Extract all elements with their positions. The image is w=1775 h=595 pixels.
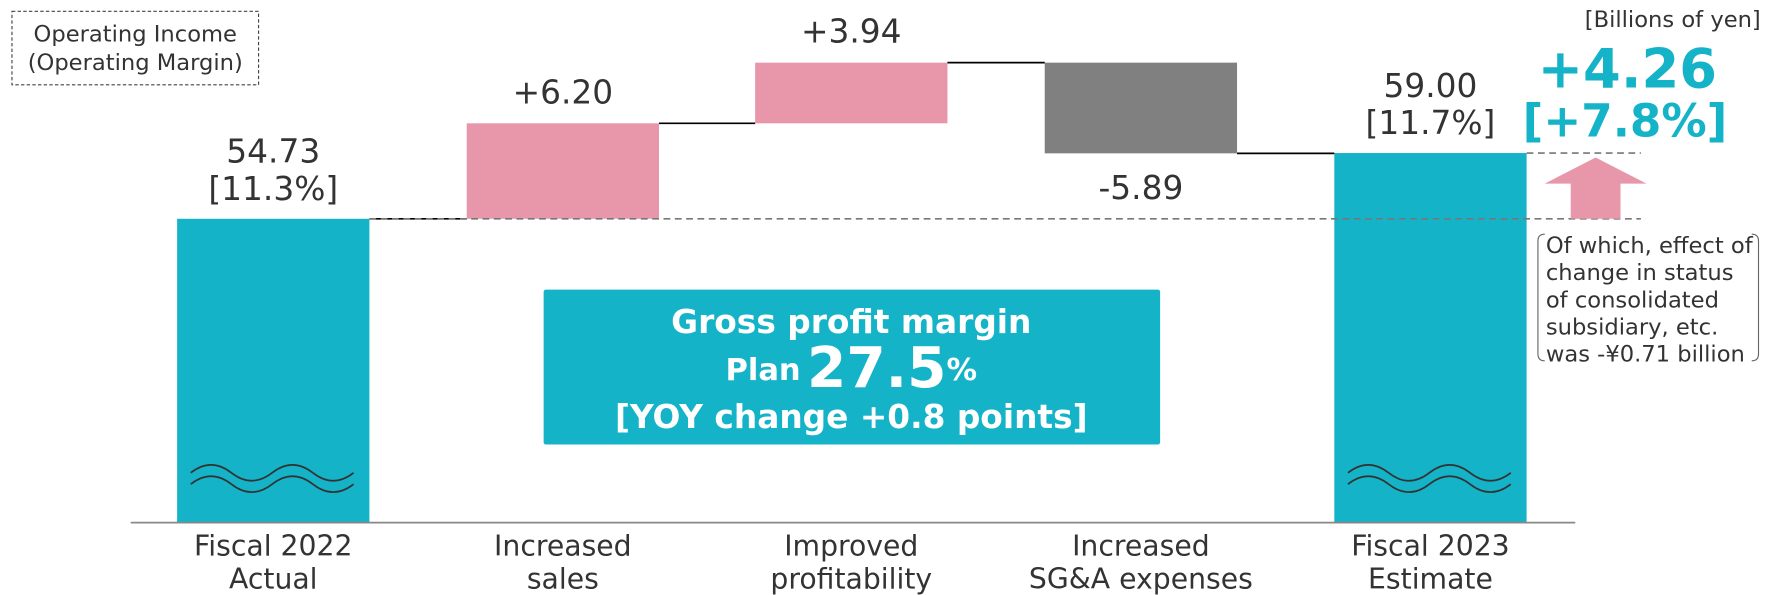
x-tick-label: Improved	[784, 529, 918, 562]
x-tick-label: sales	[527, 562, 599, 595]
change-bar	[466, 123, 660, 219]
axis-break	[1347, 464, 1512, 493]
highlight-plan: Plan	[725, 353, 800, 388]
note-line: Of which, effect of	[1546, 233, 1754, 259]
note-line: of consolidated	[1546, 287, 1719, 313]
highlight-unit: %	[947, 353, 978, 388]
legend-box	[11, 10, 260, 86]
change-percent: [+7.8%]	[1523, 94, 1728, 147]
x-tick-label: profitability	[770, 562, 932, 595]
legend-text: Operating Income	[34, 22, 237, 48]
margin-label: [11.3%]	[208, 170, 338, 208]
highlight-box	[543, 289, 1161, 445]
value-label: +3.94	[801, 13, 902, 51]
margin-label: [11.7%]	[1366, 104, 1496, 142]
unit-label: [Billions of yen]	[1585, 7, 1761, 33]
highlight-text: Gross profit margin	[671, 303, 1031, 341]
legend-text: (Operating Margin)	[28, 50, 243, 76]
x-tick-label: Increased	[494, 529, 632, 562]
note: Of which, effect of change in status of …	[1546, 233, 1754, 368]
highlight-text: Plan 27.5%	[725, 336, 977, 401]
x-tick-label: SG&A expenses	[1029, 562, 1253, 595]
highlight-value: 27.5	[807, 336, 947, 401]
x-tick-label: Actual	[229, 562, 318, 595]
note-line: was -¥0.71 billion	[1546, 342, 1745, 368]
axis-break	[190, 464, 355, 493]
x-tick-label: Fiscal 2022	[194, 529, 352, 562]
change-bar	[1044, 62, 1238, 154]
note-line: subsidiary, etc.	[1546, 315, 1718, 341]
change-bar	[755, 62, 948, 124]
note-line: change in status	[1546, 260, 1734, 286]
total-bar	[1334, 153, 1527, 523]
highlight-text: [YOY change +0.8 points]	[615, 398, 1088, 436]
value-label: 59.00	[1384, 67, 1478, 105]
value-label: 54.73	[226, 133, 320, 171]
x-tick-label: Increased	[1072, 529, 1210, 562]
x-tick-label: Fiscal 2023	[1351, 529, 1509, 562]
change-value: +4.26	[1538, 38, 1717, 101]
note-brace	[1537, 233, 1760, 362]
x-tick-label: Estimate	[1368, 562, 1493, 595]
change-arrow	[1544, 157, 1647, 219]
value-label: +6.20	[513, 73, 614, 111]
value-label: -5.89	[1098, 169, 1183, 207]
